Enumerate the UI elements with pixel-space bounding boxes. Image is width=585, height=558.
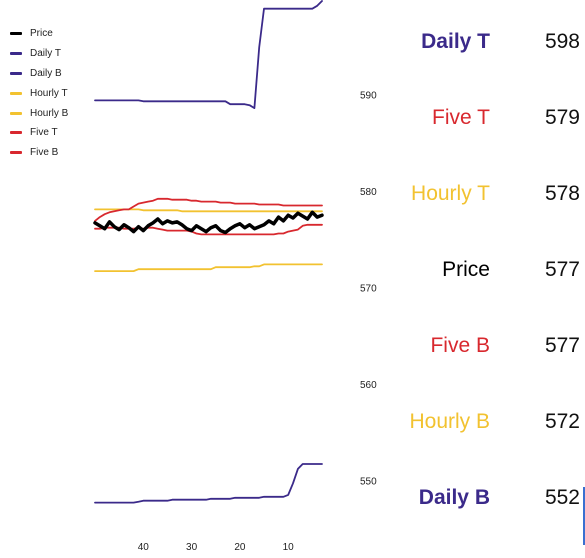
scoreboard-value-five-b: 577 xyxy=(544,334,580,357)
scoreboard-label-price: Price xyxy=(442,258,490,281)
series-line-daily-b xyxy=(94,463,323,504)
y-tick-label-570: 570 xyxy=(360,283,377,294)
legend-item-daily-b: Daily B xyxy=(10,64,68,84)
scoreboard-row-hourly-t: Hourly T 578 xyxy=(370,175,585,213)
x-tick-label-40: 40 xyxy=(138,542,150,553)
legend-item-hourly-b: Hourly B xyxy=(10,103,68,123)
scoreboard-value-five-t: 579 xyxy=(544,106,580,129)
y-tick-label-560: 560 xyxy=(360,380,377,391)
y-tick-label-580: 580 xyxy=(360,187,377,198)
scoreboard-label-hourly-t: Hourly T xyxy=(411,182,490,205)
scoreboard-label-five-b: Five B xyxy=(430,334,490,357)
legend-swatch-price xyxy=(10,32,22,36)
series-line-five-t xyxy=(94,197,323,222)
scoreboard-value-daily-t: 598 xyxy=(544,30,580,53)
y-tick-label-590: 590 xyxy=(360,91,377,102)
legend-label-five-b: Five B xyxy=(30,147,59,159)
legend-label-hourly-b: Hourly B xyxy=(30,107,69,119)
legend-label-hourly-t: Hourly T xyxy=(30,87,68,99)
legend-label-price: Price xyxy=(30,28,53,40)
legend-label-five-t: Five T xyxy=(30,127,58,139)
legend-item-five-t: Five T xyxy=(10,123,68,143)
legend-swatch-hourly-t xyxy=(10,91,22,95)
legend-item-hourly-t: Hourly T xyxy=(10,83,68,103)
scoreboard-label-daily-b: Daily B xyxy=(418,486,490,509)
series-line-hourly-b xyxy=(94,263,323,272)
scoreboard-row-hourly-b: Hourly B 572 xyxy=(370,403,585,441)
legend-swatch-daily-t xyxy=(10,52,22,56)
legend-swatch-daily-b xyxy=(10,71,22,75)
scoreboard-label-daily-t: Daily T xyxy=(421,30,490,53)
y-tick-label-550: 550 xyxy=(360,476,377,487)
scoreboard-row-five-b: Five B 577 xyxy=(370,327,585,365)
legend-swatch-five-b xyxy=(10,151,22,155)
scoreboard-label-hourly-b: Hourly B xyxy=(409,410,490,433)
series-line-daily-t xyxy=(94,0,323,109)
edge-marker-line xyxy=(583,487,585,545)
series-line-price xyxy=(93,210,324,235)
x-tick-label-30: 30 xyxy=(186,542,198,553)
scoreboard-value-hourly-t: 578 xyxy=(544,182,580,205)
scoreboard-row-daily-b: Daily B 552 xyxy=(370,479,585,517)
series-line-hourly-t xyxy=(94,208,323,213)
legend-swatch-hourly-b xyxy=(10,111,22,115)
legend-label-daily-t: Daily T xyxy=(30,48,61,60)
legend-item-daily-t: Daily T xyxy=(10,44,68,64)
legend-label-daily-b: Daily B xyxy=(30,67,62,79)
x-tick-label-10: 10 xyxy=(283,542,295,553)
scoreboard-label-five-t: Five T xyxy=(432,106,490,129)
scoreboard-value-hourly-b: 572 xyxy=(544,410,580,433)
scoreboard-row-five-t: Five T 579 xyxy=(370,99,585,137)
chart-legend: Price Daily T Daily B Hourly T Hourly B … xyxy=(10,24,68,163)
legend-item-five-b: Five B xyxy=(10,143,68,163)
x-tick-label-20: 20 xyxy=(234,542,246,553)
scoreboard-row-daily-t: Daily T 598 xyxy=(370,23,585,61)
legend-swatch-five-t xyxy=(10,131,22,135)
scoreboard-row-price: Price 577 xyxy=(370,251,585,289)
scoreboard-value-daily-b: 552 xyxy=(544,486,580,509)
legend-item-price: Price xyxy=(10,24,68,44)
scoreboard-value-price: 577 xyxy=(544,258,580,281)
